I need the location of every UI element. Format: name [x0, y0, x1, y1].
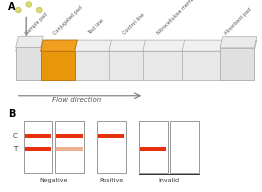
Text: Nitrocellulose membrane: Nitrocellulose membrane [156, 0, 204, 36]
Polygon shape [16, 40, 257, 51]
Polygon shape [16, 36, 43, 47]
Text: B: B [8, 109, 15, 119]
Text: Invalid: Invalid [159, 178, 179, 183]
Polygon shape [41, 40, 77, 51]
Text: Sample pad: Sample pad [24, 11, 48, 36]
Text: Test line: Test line [87, 18, 105, 36]
Text: Absorbent pad: Absorbent pad [223, 7, 252, 36]
Bar [56, 147, 83, 151]
Polygon shape [220, 48, 254, 80]
Text: Positive: Positive [99, 178, 123, 183]
Polygon shape [16, 47, 41, 80]
Text: Conjugated pad: Conjugated pad [53, 5, 84, 36]
Ellipse shape [26, 2, 32, 7]
Bar [139, 121, 168, 173]
Polygon shape [41, 51, 75, 80]
Text: A: A [8, 2, 15, 12]
Bar [98, 134, 124, 138]
Text: Flow direction: Flow direction [52, 97, 102, 103]
Ellipse shape [36, 7, 42, 13]
Bar [140, 147, 166, 151]
Bar [97, 121, 126, 173]
Bar [56, 134, 83, 138]
Bar [24, 121, 52, 173]
Text: Control line: Control line [122, 12, 145, 36]
Bar [170, 121, 199, 173]
Polygon shape [220, 37, 257, 48]
Ellipse shape [15, 7, 21, 13]
Bar [25, 147, 51, 151]
Text: Negative: Negative [40, 178, 68, 183]
Polygon shape [16, 51, 254, 80]
Text: C: C [12, 133, 17, 139]
Bar [25, 134, 51, 138]
Bar [55, 121, 84, 173]
Text: T: T [13, 146, 17, 152]
